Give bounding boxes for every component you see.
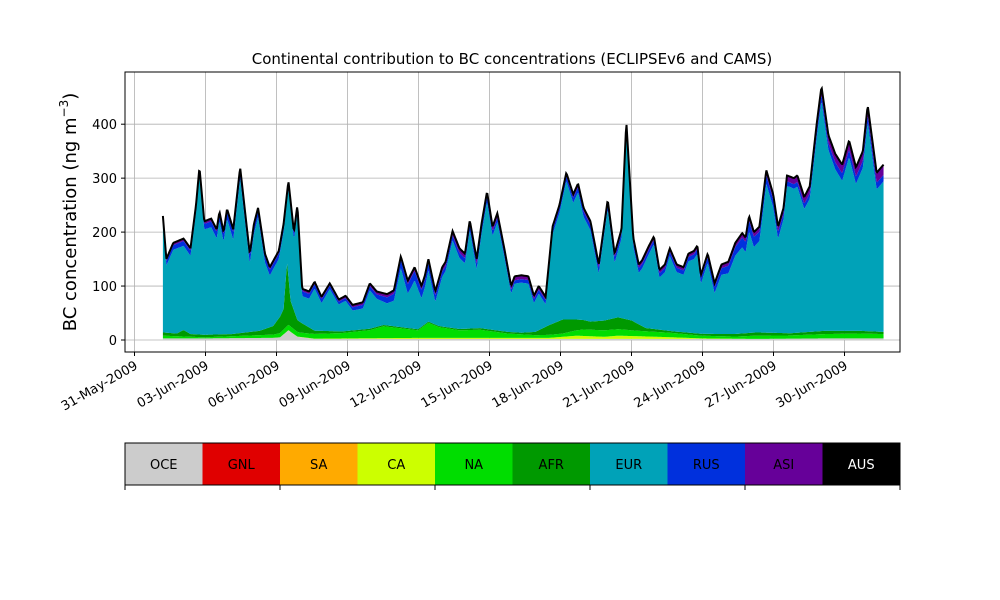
x-tick-label: 12-Jun-2009 [348,358,425,411]
colorbar-swatch-gnl [202,443,281,485]
x-tick-label: 21-Jun-2009 [561,358,638,411]
x-tick-label: 15-Jun-2009 [419,358,496,411]
colorbar-label-ca: CA [387,458,405,473]
y-axis-label-main: BC concentration (ng m [60,117,81,331]
stacked-areas [162,88,884,340]
total-line [161,85,885,306]
x-tick-label: 27-Jun-2009 [703,358,780,411]
colorbar-label-afr: AFR [539,458,564,473]
colorbar-swatch-sa [280,443,358,485]
colorbar-frame [124,442,901,486]
area-na [162,322,884,339]
colorbar-swatch-aus [822,443,901,485]
x-tick-label: 18-Jun-2009 [490,358,567,411]
colorbar-label-gnl: GNL [228,458,256,473]
y-tick-label: 200 [92,226,117,241]
area-oce [162,330,884,340]
colorbar-swatch-asi [745,443,823,485]
colorbar-swatch-oce [125,443,203,485]
x-tick-label: 24-Jun-2009 [632,358,709,411]
colorbar-label-rus: RUS [693,458,720,473]
plot-area: 0 100 200 300 400 31-May-200903-Jun-200906-J… [59,71,901,414]
colorbar-label-sa: SA [310,458,327,473]
x-tick-label: 06-Jun-2009 [206,358,283,411]
colorbar-label-eur: EUR [615,458,642,473]
x-tick-label: 30-Jun-2009 [774,358,851,411]
colorbar-swatch-rus [667,443,746,485]
colorbar-swatch-eur [590,443,668,485]
x-axis-ticks: 31-May-200903-Jun-200906-Jun-200909-Jun-… [59,352,851,414]
area-eur [162,102,884,335]
y-axis-label-close: ) [60,93,81,100]
chart-title: Continental contribution to BC concentra… [252,50,773,68]
y-tick-label: 400 [92,118,117,133]
colorbar-legend: OCE GNL SA CA NA AFR EUR RUS ASI AUS [124,442,901,490]
colorbar-label-oce: OCE [150,458,178,473]
plot-frame [124,71,901,353]
x-tick-label: 09-Jun-2009 [277,358,354,411]
y-tick-label: 0 [109,334,117,349]
colorbar-label-aus: AUS [848,458,875,473]
y-axis-label-sup: −3 [57,100,71,118]
x-tick-label: 31-May-2009 [59,358,141,414]
colorbar-swatch-afr [512,443,591,485]
colorbar-label-asi: ASI [773,458,794,473]
y-tick-label: 300 [92,172,117,187]
y-axis-label: BC concentration (ng m−3) [57,93,81,332]
y-axis-ticks: 0 100 200 300 400 [92,118,125,349]
y-tick-label: 100 [92,280,117,295]
colorbar-swatch-na [435,443,513,485]
colorbar-label-na: NA [464,458,483,473]
colorbar-swatch-ca [357,443,436,485]
x-tick-label: 03-Jun-2009 [135,358,212,411]
